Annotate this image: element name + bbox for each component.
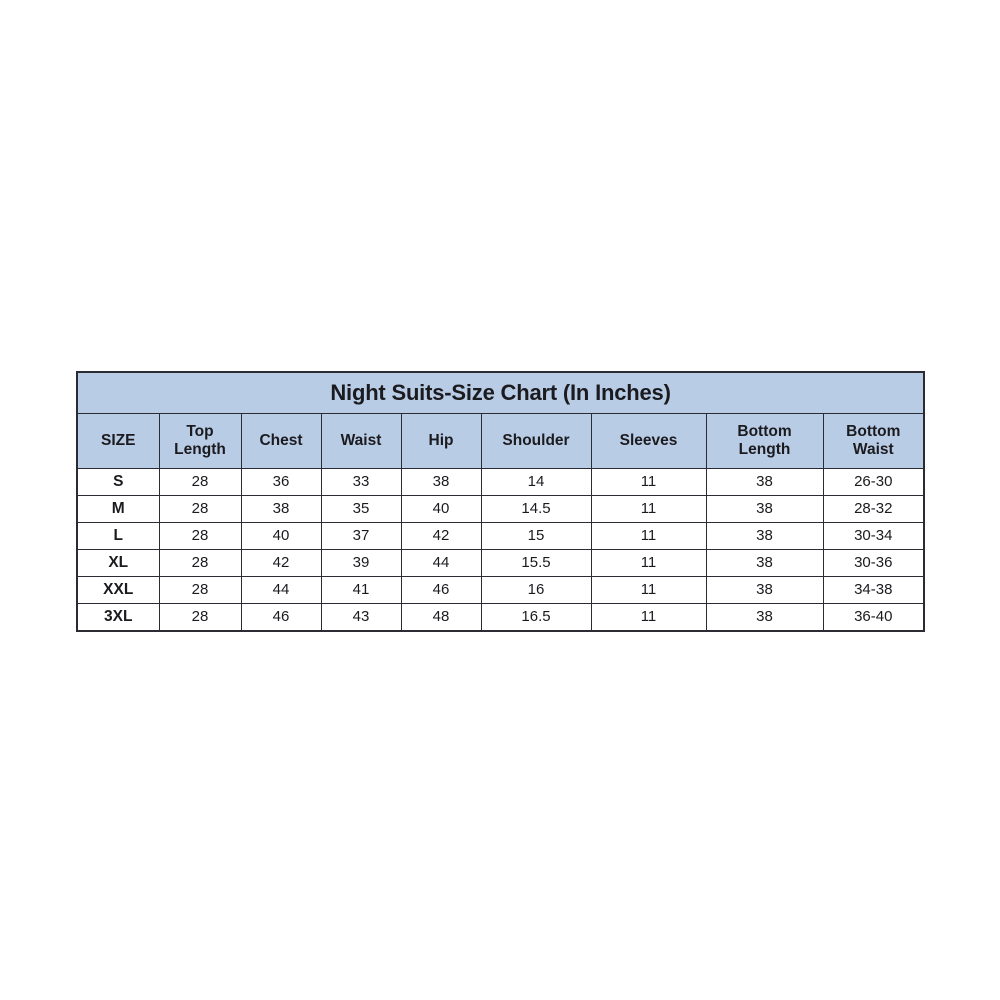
cell-top-length: 28 xyxy=(158,522,242,550)
cell-size: XXL xyxy=(76,576,160,604)
cell-waist: 37 xyxy=(320,522,402,550)
cell-chest: 44 xyxy=(240,576,322,604)
cell-top-length: 28 xyxy=(158,468,242,496)
cell-bottom-length: 38 xyxy=(705,522,824,550)
cell-shoulder: 16 xyxy=(480,576,592,604)
column-header-shoulder: Shoulder xyxy=(480,413,592,469)
cell-sleeves: 11 xyxy=(590,603,707,632)
column-header-shoulder-line-1: Shoulder xyxy=(502,432,570,450)
cell-sleeves: 11 xyxy=(590,576,707,604)
cell-bottom-waist: 34-38 xyxy=(822,576,925,604)
table-row: L 28 40 37 42 15 11 38 30-34 xyxy=(76,522,925,550)
cell-bottom-waist: 28-32 xyxy=(822,495,925,523)
cell-sleeves: 11 xyxy=(590,495,707,523)
cell-shoulder: 14 xyxy=(480,468,592,496)
cell-bottom-length: 38 xyxy=(705,603,824,632)
table-row: S 28 36 33 38 14 11 38 26-30 xyxy=(76,468,925,496)
cell-bottom-length: 38 xyxy=(705,495,824,523)
cell-bottom-waist: 30-36 xyxy=(822,549,925,577)
column-header-hip: Hip xyxy=(400,413,482,469)
column-header-top-length-line-1: Top xyxy=(186,423,214,441)
column-header-bottom-length: Bottom Length xyxy=(705,413,824,469)
column-header-chest: Chest xyxy=(240,413,322,469)
table-row: M 28 38 35 40 14.5 11 38 28-32 xyxy=(76,495,925,523)
table-row: XL 28 42 39 44 15.5 11 38 30-36 xyxy=(76,549,925,577)
cell-chest: 38 xyxy=(240,495,322,523)
column-header-hip-line-1: Hip xyxy=(428,432,454,450)
column-header-size-line-1: SIZE xyxy=(101,432,136,450)
cell-waist: 41 xyxy=(320,576,402,604)
cell-chest: 46 xyxy=(240,603,322,632)
cell-sleeves: 11 xyxy=(590,522,707,550)
cell-top-length: 28 xyxy=(158,549,242,577)
cell-top-length: 28 xyxy=(158,495,242,523)
cell-hip: 40 xyxy=(400,495,482,523)
cell-hip: 46 xyxy=(400,576,482,604)
cell-waist: 43 xyxy=(320,603,402,632)
column-header-top-length-line-2: Length xyxy=(174,441,226,458)
column-header-bottom-waist-line-2: Waist xyxy=(852,441,894,458)
column-header-size: SIZE xyxy=(76,413,160,469)
cell-size: S xyxy=(76,468,160,496)
cell-top-length: 28 xyxy=(158,603,242,632)
column-header-top-length: Top Length xyxy=(158,413,242,469)
cell-chest: 42 xyxy=(240,549,322,577)
chart-title-row: Night Suits-Size Chart (In Inches) xyxy=(76,371,925,414)
cell-bottom-length: 38 xyxy=(705,576,824,604)
column-header-bottom-length-line-1: Bottom xyxy=(737,423,792,441)
cell-top-length: 28 xyxy=(158,576,242,604)
cell-hip: 48 xyxy=(400,603,482,632)
cell-sleeves: 11 xyxy=(590,468,707,496)
column-header-waist: Waist xyxy=(320,413,402,469)
cell-shoulder: 15.5 xyxy=(480,549,592,577)
column-header-waist-line-1: Waist xyxy=(340,432,382,450)
cell-bottom-length: 38 xyxy=(705,468,824,496)
column-header-sleeves: Sleeves xyxy=(590,413,707,469)
cell-waist: 39 xyxy=(320,549,402,577)
cell-shoulder: 14.5 xyxy=(480,495,592,523)
table-row: 3XL 28 46 43 48 16.5 11 38 36-40 xyxy=(76,603,925,632)
cell-waist: 33 xyxy=(320,468,402,496)
column-header-sleeves-line-1: Sleeves xyxy=(619,432,678,450)
cell-size: M xyxy=(76,495,160,523)
table-row: XXL 28 44 41 46 16 11 38 34-38 xyxy=(76,576,925,604)
cell-shoulder: 15 xyxy=(480,522,592,550)
cell-bottom-length: 38 xyxy=(705,549,824,577)
size-chart-container: Night Suits-Size Chart (In Inches) SIZE … xyxy=(76,371,926,632)
column-header-bottom-waist-line-1: Bottom xyxy=(846,423,901,441)
cell-hip: 44 xyxy=(400,549,482,577)
cell-size: 3XL xyxy=(76,603,160,632)
cell-size: XL xyxy=(76,549,160,577)
column-header-bottom-waist: Bottom Waist xyxy=(822,413,925,469)
column-header-bottom-length-line-2: Length xyxy=(738,441,791,458)
cell-waist: 35 xyxy=(320,495,402,523)
cell-shoulder: 16.5 xyxy=(480,603,592,632)
cell-bottom-waist: 26-30 xyxy=(822,468,925,496)
cell-bottom-waist: 30-34 xyxy=(822,522,925,550)
cell-chest: 36 xyxy=(240,468,322,496)
cell-chest: 40 xyxy=(240,522,322,550)
night-suits-size-chart-table: Night Suits-Size Chart (In Inches) SIZE … xyxy=(76,371,926,632)
cell-hip: 38 xyxy=(400,468,482,496)
chart-title: Night Suits-Size Chart (In Inches) xyxy=(76,371,925,414)
column-header-chest-line-1: Chest xyxy=(259,432,303,450)
column-header-row: SIZE Top Length Chest Waist Hip Shoulder xyxy=(76,413,925,469)
cell-hip: 42 xyxy=(400,522,482,550)
cell-bottom-waist: 36-40 xyxy=(822,603,925,632)
cell-size: L xyxy=(76,522,160,550)
cell-sleeves: 11 xyxy=(590,549,707,577)
